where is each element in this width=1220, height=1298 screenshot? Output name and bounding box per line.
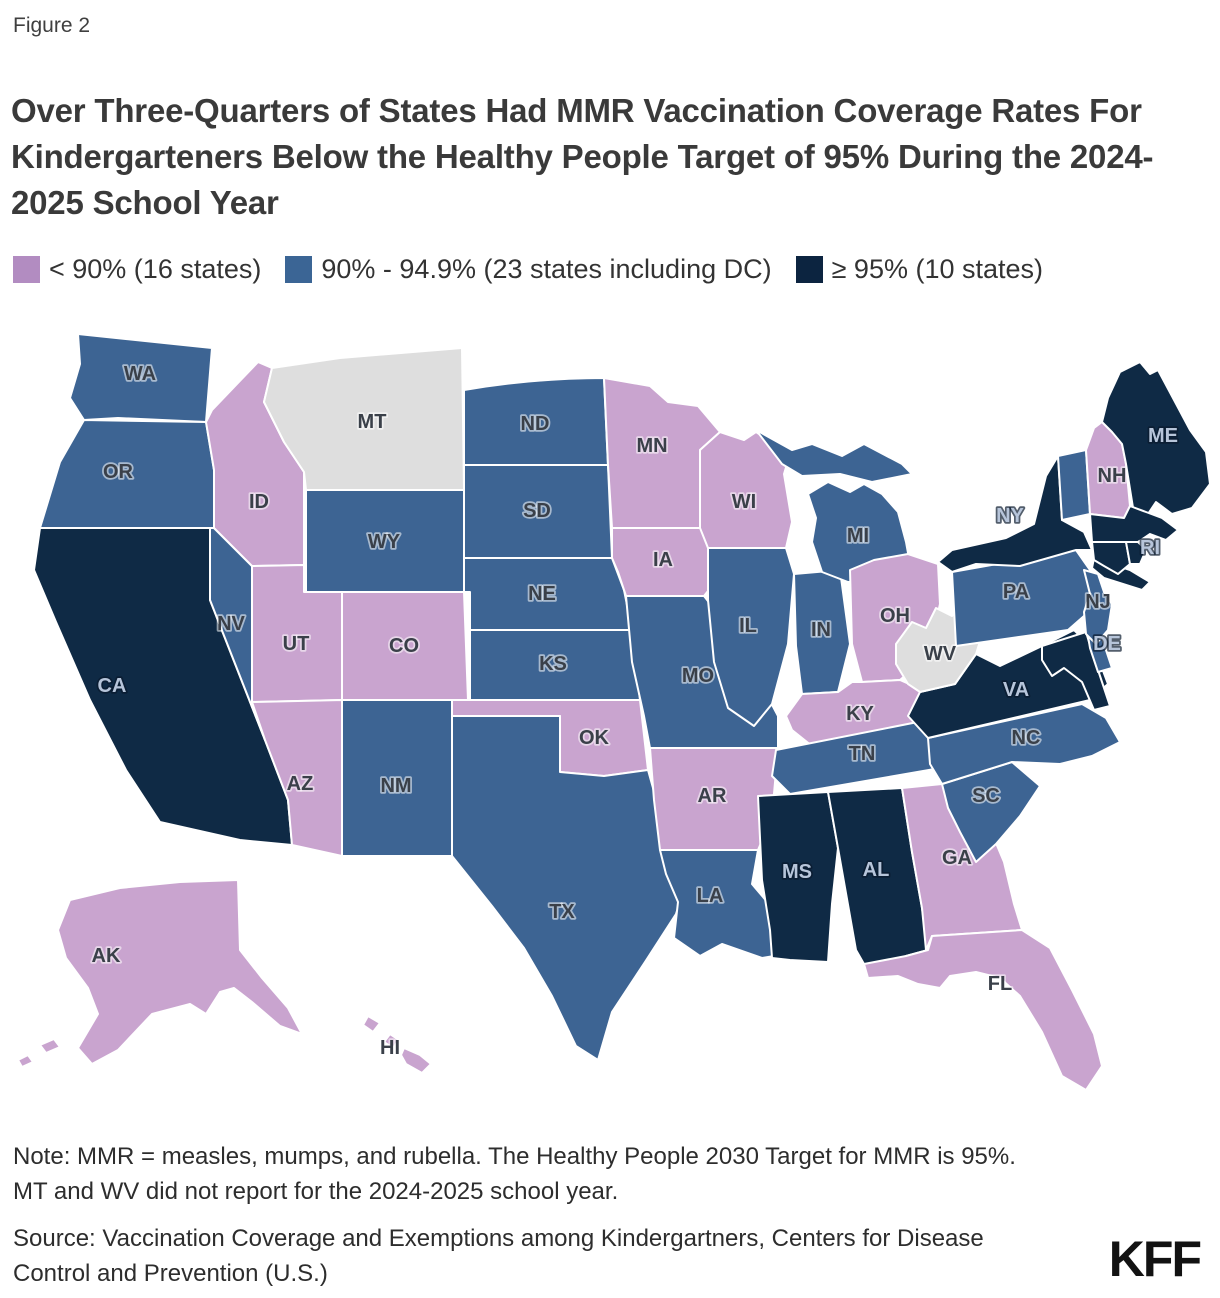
state-label-tx: TX [549,901,575,923]
state-label-co: CO [389,635,419,657]
figure-label: Figure 2 [13,14,91,37]
state-label-in: IN [811,619,831,641]
legend-swatch-mid [285,256,313,283]
state-label-ks: KS [539,653,567,675]
state-sc[interactable] [941,761,1041,863]
state-label-sd: SD [523,500,551,522]
state-mi[interactable] [755,429,913,583]
state-label-id: ID [249,491,269,513]
state-ny[interactable] [937,455,1151,591]
state-label-mi: MI [847,525,869,547]
state-hi[interactable] [362,1015,432,1074]
state-label-nj: NJ [1085,591,1111,613]
page-title: Over Three-Quarters of States Had MMR Va… [11,92,1154,222]
state-wi[interactable] [699,431,793,549]
state-label-wi: WI [732,491,756,513]
state-label-pa: PA [1003,581,1029,603]
state-label-or: OR [103,461,134,483]
us-choropleth-map: WA OR CA NV ID MT WY UT CO AZ NM ND SD NE KS OK TX MN IA MO… [0,320,1220,1112]
state-label-va: VA [1003,679,1029,701]
state-label-ri: RI [1140,537,1160,559]
state-la[interactable] [659,849,799,959]
state-vt[interactable] [1057,449,1091,521]
state-label-nd: ND [521,413,550,435]
state-fl[interactable] [863,929,1103,1091]
state-label-nh: NH [1098,465,1127,487]
state-label-ok: OK [579,727,610,749]
state-label-me: ME [1148,425,1178,447]
state-label-az: AZ [287,773,314,795]
legend-label-gte95: ≥ 95% (10 states) [831,254,1044,284]
legend-label-mid: 90% - 94.9% (23 states including DC) [321,254,772,284]
state-label-mn: MN [636,435,667,457]
kff-logo: KFF [1108,1231,1202,1287]
state-label-tn: TN [849,743,876,765]
state-ak[interactable] [17,879,303,1068]
state-label-nm: NM [380,775,411,797]
source-text: Source: Vaccination Coverage and Exempti… [13,1225,984,1287]
note-text: Note: MMR = measles, mumps, and rubella.… [13,1143,1016,1205]
state-label-ms: MS [782,861,812,883]
state-label-ak: AK [92,945,121,967]
state-label-la: LA [697,885,724,907]
state-label-nc: NC [1012,727,1041,749]
state-me[interactable] [1101,361,1211,515]
state-label-fl: FL [988,973,1012,995]
state-label-ar: AR [698,785,727,807]
state-ri[interactable] [1125,541,1147,565]
state-label-ga: GA [942,847,972,869]
legend-swatch-lt90 [13,256,40,283]
legend-label-lt90: < 90% (16 states) [49,254,262,284]
state-label-hi: HI [380,1037,400,1059]
state-label-mt: MT [358,411,387,433]
state-label-nv: NV [217,613,245,635]
state-wa[interactable] [69,333,213,423]
state-label-ia: IA [653,549,673,571]
state-label-wa: WA [124,363,156,385]
state-label-oh: OH [880,605,910,627]
legend: < 90% (16 states) 90% - 94.9% (23 states… [13,254,1043,285]
state-label-al: AL [863,859,890,881]
state-label-ca: CA [98,675,127,697]
state-label-ut: UT [283,633,310,655]
state-nj[interactable] [1083,569,1113,645]
state-label-ky: KY [846,703,874,725]
state-label-ne: NE [528,583,556,605]
state-label-ny: NY [996,505,1024,527]
legend-item-mid: 90% - 94.9% (23 states including DC) [285,254,772,285]
state-il[interactable] [707,547,795,727]
legend-swatch-gte95 [795,256,823,283]
state-tx[interactable] [451,715,691,1061]
state-label-mo: MO [682,665,714,687]
state-label-de: DE [1093,633,1121,655]
legend-item-lt90: < 90% (16 states) [13,254,261,285]
state-label-sc: SC [972,785,1000,807]
state-label-il: IL [739,615,757,637]
state-label-wv: WV [924,643,957,665]
legend-item-gte95: ≥ 95% (10 states) [795,254,1044,285]
state-label-wy: WY [368,531,401,553]
